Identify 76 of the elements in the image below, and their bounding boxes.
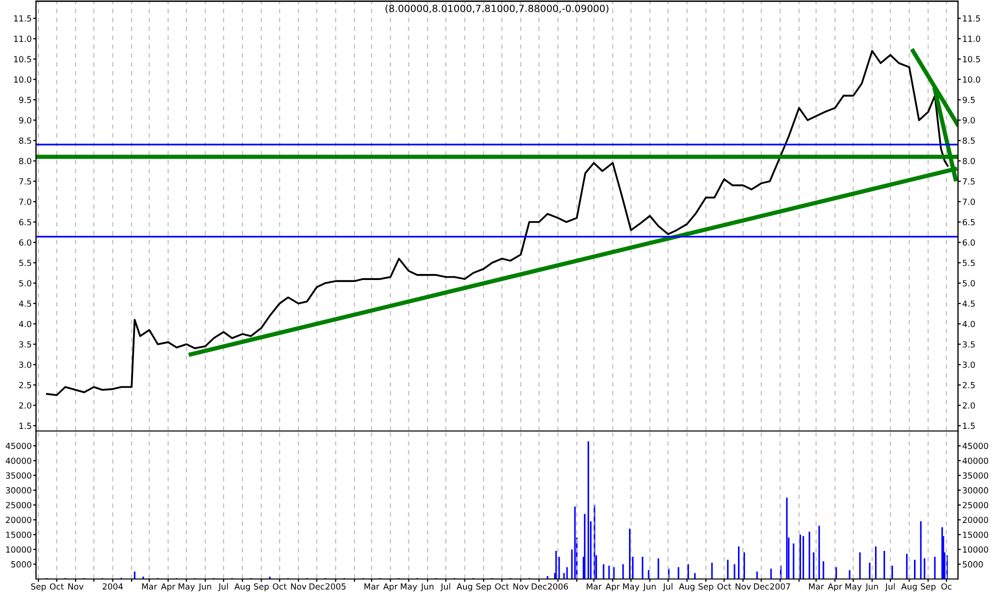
y-tick-label: 25000 [6,502,32,508]
x-tick-label: May [400,583,418,592]
x-tick-label: Jul [218,583,228,592]
x-tick-label: Mar [809,583,824,590]
x-tick-label: May [845,583,862,592]
x-tick-label: 2006 [548,583,568,590]
x-tick-label: Sep [31,583,46,592]
x-tick-label: Nov [736,583,751,590]
x-tick-label: Apr [606,583,620,592]
x-tick-label: Aug [901,583,917,592]
y-tick-label: 11.5 [963,15,980,22]
y-tick-label: 5.0 [962,280,975,286]
x-tick-label: Apr [161,583,176,592]
y-tick-label: 4.0 [962,320,975,328]
y-tick-label: 40000 [6,458,32,464]
x-tick-label: Mar [586,583,602,590]
x-tick-label: Sep [698,583,714,592]
y-tick-label: 10000 [6,546,32,553]
y-tick-label: 1.5 [963,422,975,429]
y-tick-label: 35000 [6,472,32,479]
x-tick-label: Mar [364,583,380,590]
y-tick-label: 11.0 [963,36,980,42]
y-tick-label: 4.5 [962,300,975,307]
x-tick-label: May [178,583,195,592]
x-tick-label: Oct [495,583,509,590]
x-tick-label: Nov [68,583,84,590]
x-tick-label: Dec [309,583,324,590]
y-tick-label: 20000 [6,516,32,524]
x-tick-label: 2005 [326,583,346,590]
x-tick-label: May [623,583,640,592]
y-tick-label: 5000 [11,561,32,568]
x-tick-label: Jul [440,583,450,592]
x-tick-label: Oct [50,583,64,590]
y-tick-label: 30000 [6,487,32,494]
y-tick-label: 10.0 [963,76,980,83]
y-tick-label: 8.0 [962,158,975,164]
x-tick-label: Aug [678,583,694,592]
x-tick-label: Apr [828,583,842,592]
y-tick-label: 5.5 [962,260,975,266]
x-tick-label: Mar [142,583,158,590]
y-tick-label: 6.5 [962,218,975,226]
y-tick-label: 45000 [6,442,32,450]
x-tick-label: Aug [234,583,250,592]
x-tick-label: Aug [456,583,472,592]
x-tick-label: Nov [513,583,529,590]
y-tick-label: 7.5 [962,178,975,185]
x-tick-label: Jul [884,583,895,592]
y-tick-label: 8.5 [962,138,975,144]
x-tick-label: Oct [272,583,287,590]
x-tick-label: Nov [291,583,306,590]
x-tick-label: Sep [476,583,491,592]
x-tick-label: Apr [383,583,398,592]
y-tick-label: 2.0 [962,402,975,409]
x-tick-label: Dec [532,583,547,590]
y-tick-label: 3.0 [962,362,975,368]
y-tick-label: 2.5 [962,382,975,388]
x-tick-label: Dec [754,583,769,590]
y-tick-label: 10.5 [963,56,980,62]
x-tick-label: Jul [662,583,672,592]
y-tick-label: 6.0 [962,239,975,246]
x-tick-label: Jun [198,583,212,592]
x-tick-label: Sep [254,583,269,592]
x-tick-label: Jun [865,583,878,592]
y-tick-label: 15000 [6,532,32,538]
x-tick-label: Jun [420,583,434,592]
x-tick-label: Jun [642,583,656,592]
x-tick-label: Oc [941,583,952,590]
x-tick-label: 2007 [770,583,790,590]
x-tick-label: Sep [920,583,936,592]
x-tick-label: Oct [717,583,732,590]
y-tick-label: 9.5 [962,96,975,104]
y-tick-label: 7.0 [962,198,975,205]
chart-title: (8.00000,8.01000,7.81000,7.88000,-0.09000) [386,4,608,14]
y-tick-label: 9.0 [962,117,975,124]
x-tick-label: 2004 [102,583,123,590]
y-tick-label: 3.5 [962,341,975,348]
